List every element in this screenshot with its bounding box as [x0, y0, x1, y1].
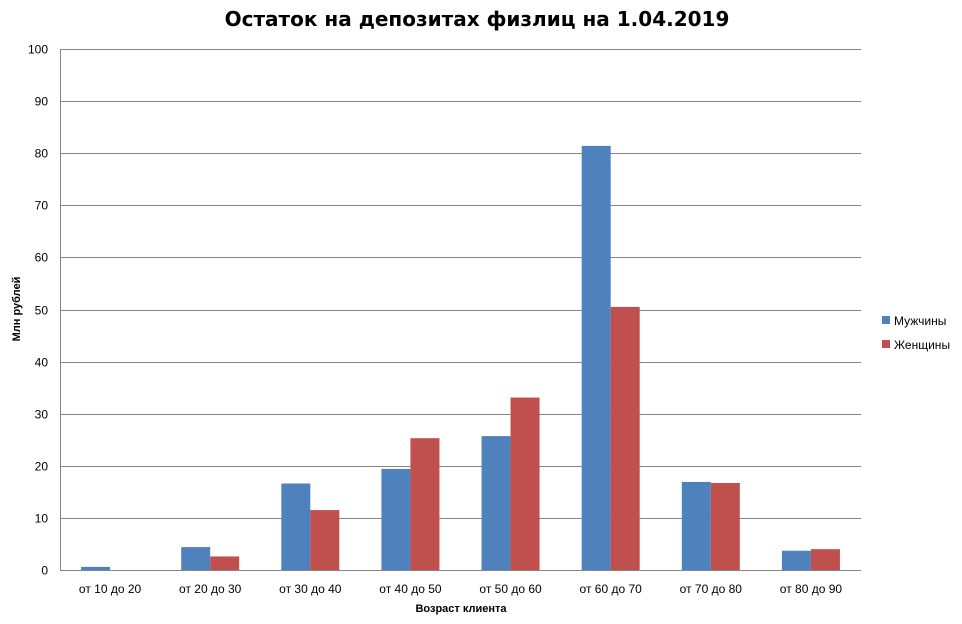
y-axis-label: Млн рублей: [11, 277, 23, 342]
bar-men: [481, 436, 511, 570]
x-tick-label: от 70 до 80: [680, 582, 743, 596]
y-tick-label: 40: [35, 356, 49, 370]
bar-men: [581, 145, 611, 570]
x-axis-label: Возраст клиента: [415, 603, 507, 615]
legend-label: Мужчины: [894, 314, 946, 328]
legend: Мужчины Женщины: [882, 314, 950, 352]
gridlines: [60, 49, 861, 571]
bars: [81, 145, 840, 570]
x-tick-label: от 80 до 90: [780, 582, 843, 596]
bar-men: [81, 566, 111, 570]
bar-men: [681, 481, 711, 570]
bar-women: [810, 549, 840, 570]
x-tick-label: от 50 до 60: [479, 582, 542, 596]
bar-women: [510, 397, 540, 570]
bar-women: [710, 482, 740, 570]
y-tick-label: 80: [35, 147, 49, 161]
legend-label: Женщины: [894, 338, 950, 352]
y-tick-label: 20: [35, 460, 49, 474]
bar-men: [381, 468, 411, 570]
y-tick-label: 90: [35, 95, 49, 109]
legend-swatch: [882, 340, 890, 348]
x-tick-label: от 60 до 70: [580, 582, 643, 596]
y-tick-label: 60: [35, 251, 49, 265]
bar-women: [410, 438, 440, 570]
bar-women: [310, 510, 340, 570]
x-tick-label: от 20 до 30: [179, 582, 242, 596]
y-tick-label: 10: [35, 512, 49, 526]
y-tick-label: 100: [28, 43, 48, 57]
y-tick-label: 0: [41, 564, 48, 578]
y-tick-label: 50: [35, 304, 49, 318]
chart-title: Остаток на депозитах физлиц на 1.04.2019: [225, 7, 730, 31]
x-axis-ticks: от 10 до 20 от 20 до 30 от 30 до 40 от 40 д…: [79, 582, 842, 596]
y-axis-ticks: 0 10 20 30 40 50 60 70 80 90 100: [28, 43, 48, 578]
bar-women: [610, 306, 640, 570]
bar-men: [781, 550, 811, 570]
y-tick-label: 30: [35, 408, 49, 422]
bar-women: [210, 556, 240, 570]
y-tick-label: 70: [35, 199, 49, 213]
x-tick-label: от 40 до 50: [379, 582, 442, 596]
bar-men: [181, 547, 211, 570]
x-tick-label: от 30 до 40: [279, 582, 342, 596]
x-tick-label: от 10 до 20: [79, 582, 142, 596]
legend-swatch: [882, 316, 890, 324]
bar-men: [281, 483, 311, 570]
